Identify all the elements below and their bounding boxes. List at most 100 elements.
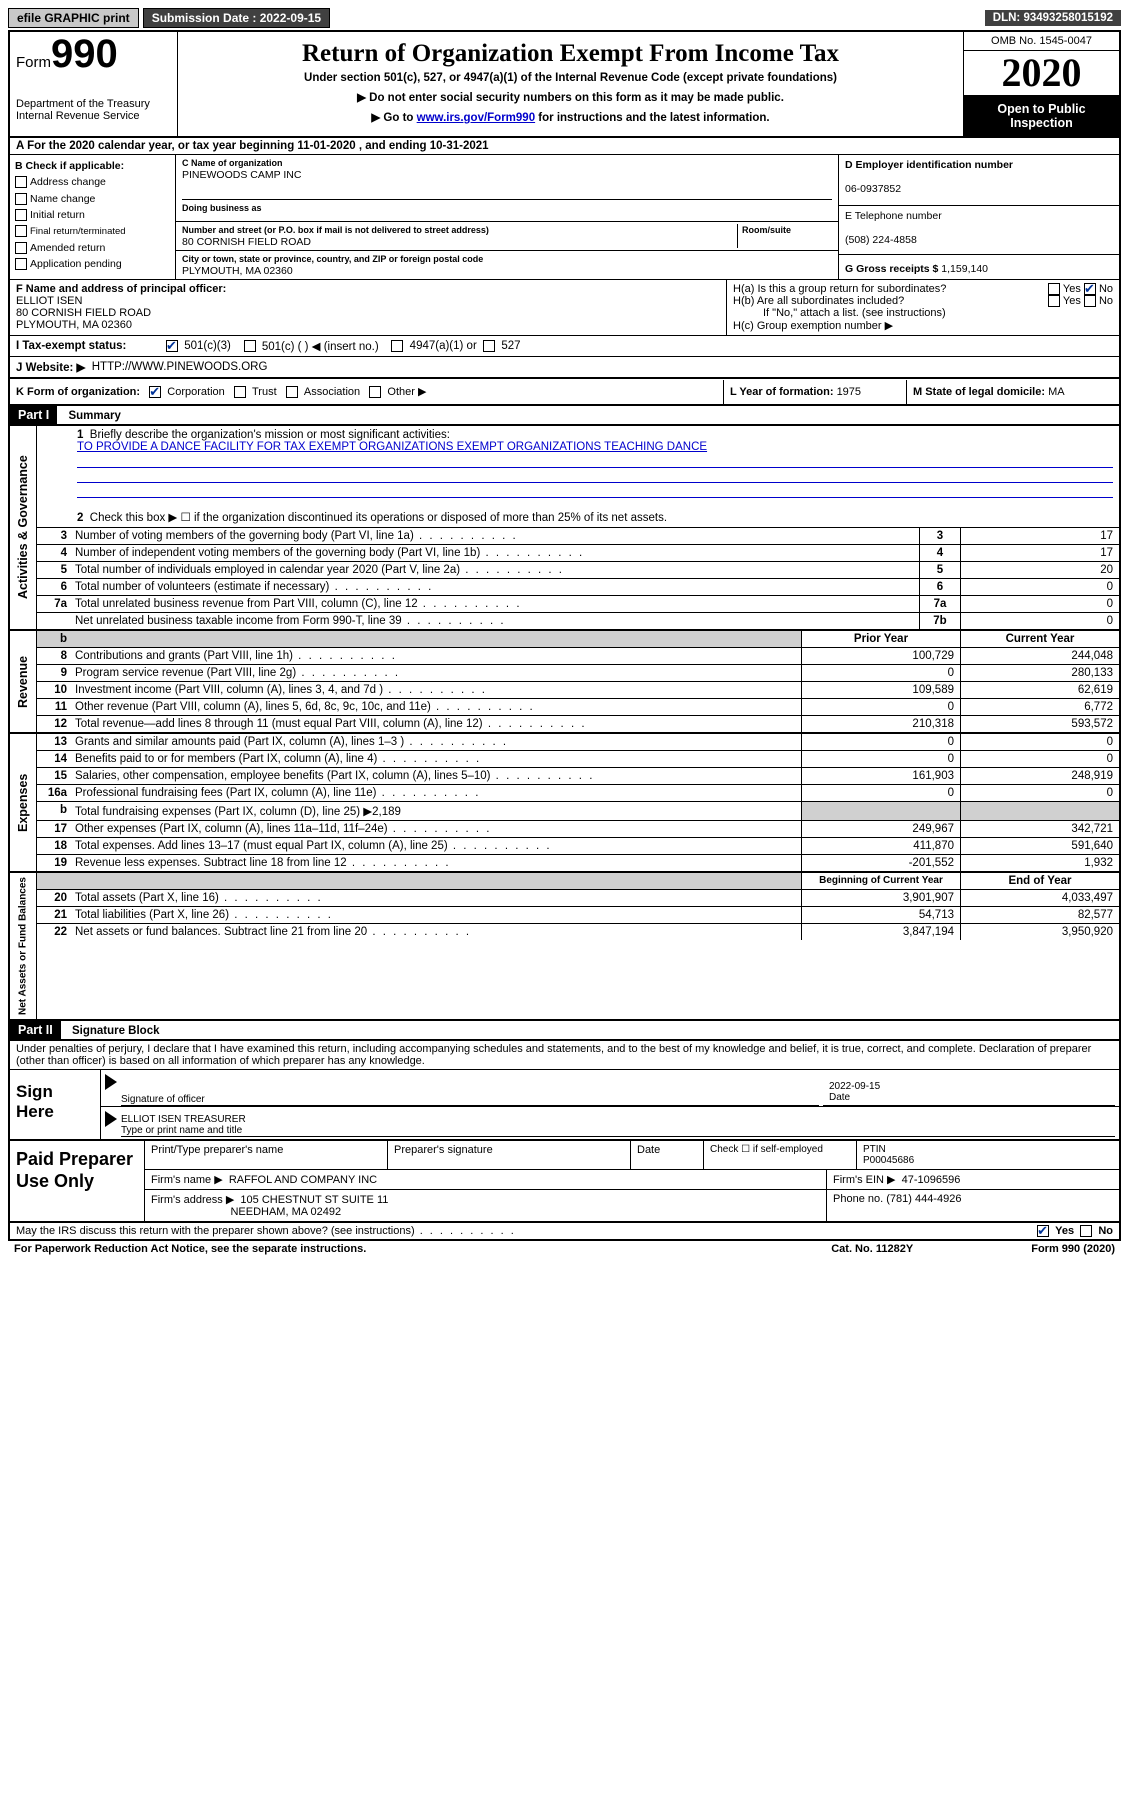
ptin-label: PTIN: [863, 1144, 886, 1155]
city-label: City or town, state or province, country…: [182, 254, 483, 264]
row-num: 10: [37, 682, 71, 698]
chk-527[interactable]: [483, 340, 495, 352]
table-row: 11 Other revenue (Part VIII, column (A),…: [37, 698, 1119, 715]
table-row: 8 Contributions and grants (Part VIII, l…: [37, 647, 1119, 664]
chk-hb-no[interactable]: [1084, 295, 1096, 307]
officer-addr1: 80 CORNISH FIELD ROAD: [16, 307, 151, 319]
row-desc: Total fundraising expenses (Part IX, col…: [71, 802, 801, 820]
row-num: 20: [37, 890, 71, 906]
chk-501c[interactable]: [244, 340, 256, 352]
opt-501c3: 501(c)(3): [184, 340, 231, 352]
i-label: I Tax-exempt status:: [16, 340, 166, 352]
efile-button[interactable]: efile GRAPHIC print: [8, 8, 139, 28]
row-num: 9: [37, 665, 71, 681]
firm-ein: 47-1096596: [902, 1174, 961, 1186]
website-url[interactable]: HTTP://WWW.PINEWOODS.ORG: [92, 361, 268, 373]
row-num: [37, 613, 71, 629]
opt-527: 527: [501, 340, 520, 352]
submission-date-button[interactable]: Submission Date : 2022-09-15: [143, 8, 330, 28]
table-row: 22 Net assets or fund balances. Subtract…: [37, 923, 1119, 940]
row-val: 20: [960, 562, 1119, 578]
chk-trust[interactable]: [234, 386, 246, 398]
chk-ha-yes[interactable]: [1048, 283, 1060, 295]
row-num: 5: [37, 562, 71, 578]
row-box: 7a: [919, 596, 960, 612]
table-row: 13 Grants and similar amounts paid (Part…: [37, 734, 1119, 750]
row-num: b: [37, 802, 71, 820]
section-fh: F Name and address of principal officer:…: [8, 280, 1121, 336]
sig-date: 2022-09-15: [829, 1081, 880, 1092]
chk-discuss-no[interactable]: [1080, 1225, 1092, 1237]
row-desc: Salaries, other compensation, employee b…: [71, 768, 801, 784]
row-desc: Total liabilities (Part X, line 26): [71, 907, 801, 923]
chk-application[interactable]: [15, 258, 27, 270]
row-prior: 249,967: [801, 821, 960, 837]
opt-trust: Trust: [252, 386, 277, 398]
table-row: 5 Total number of individuals employed i…: [37, 561, 1119, 578]
row-current: 342,721: [960, 821, 1119, 837]
chk-final-return[interactable]: [15, 225, 27, 237]
row-desc: Other revenue (Part VIII, column (A), li…: [71, 699, 801, 715]
discuss-yes: Yes: [1055, 1225, 1074, 1237]
expenses-table: Expenses 13 Grants and similar amounts p…: [8, 734, 1121, 873]
b-label: B Check if applicable:: [15, 160, 124, 172]
row-desc: Number of voting members of the governin…: [71, 528, 919, 544]
l-label: L Year of formation:: [730, 386, 837, 398]
table-row: 19 Revenue less expenses. Subtract line …: [37, 854, 1119, 871]
row-desc: Benefits paid to or for members (Part IX…: [71, 751, 801, 767]
netassets-header-row: Beginning of Current Year End of Year: [37, 873, 1119, 889]
table-row: 14 Benefits paid to or for members (Part…: [37, 750, 1119, 767]
table-row: 17 Other expenses (Part IX, column (A), …: [37, 820, 1119, 837]
check-self-employed: Check ☐ if self-employed: [704, 1141, 857, 1169]
arrow-icon: [105, 1074, 117, 1090]
chk-address-change[interactable]: [15, 176, 27, 188]
row-num: 17: [37, 821, 71, 837]
chk-corporation[interactable]: [149, 386, 161, 398]
row-prior: 0: [801, 734, 960, 750]
row-desc: Net unrelated business taxable income fr…: [71, 613, 919, 629]
row-desc: [71, 631, 801, 647]
table-row: 7a Total unrelated business revenue from…: [37, 595, 1119, 612]
j-label: J Website: ▶: [16, 360, 85, 374]
chk-501c3[interactable]: [166, 340, 178, 352]
table-row: 3 Number of voting members of the govern…: [37, 527, 1119, 544]
firm-name: RAFFOL AND COMPANY INC: [229, 1174, 377, 1186]
goto-suffix: for instructions and the latest informat…: [535, 112, 770, 124]
sig-date-label: Date: [829, 1092, 850, 1103]
row-box: 4: [919, 545, 960, 561]
head-prior: Prior Year: [801, 631, 960, 647]
prep-phone-label: Phone no.: [833, 1193, 886, 1205]
irs-link[interactable]: www.irs.gov/Form990: [417, 112, 535, 124]
netassets-table: Net Assets or Fund Balances Beginning of…: [8, 873, 1121, 1021]
subtitle-2: ▶ Do not enter social security numbers o…: [186, 90, 955, 104]
chk-other[interactable]: [369, 386, 381, 398]
head-current: Current Year: [960, 631, 1119, 647]
dln-label: DLN: 93493258015192: [985, 10, 1121, 26]
chk-amended[interactable]: [15, 242, 27, 254]
row-box: 3: [919, 528, 960, 544]
row-current: 591,640: [960, 838, 1119, 854]
col-f: F Name and address of principal officer:…: [10, 280, 726, 335]
chk-ha-no[interactable]: [1084, 283, 1096, 295]
prep-date-label: Date: [631, 1141, 704, 1169]
form-footer: Form 990 (2020): [1031, 1243, 1115, 1255]
org-name: PINEWOODS CAMP INC: [182, 169, 301, 181]
ein: 06-0937852: [845, 183, 901, 195]
chk-name-change[interactable]: [15, 193, 27, 205]
chk-hb-yes[interactable]: [1048, 295, 1060, 307]
sig-officer-label: Signature of officer: [121, 1094, 205, 1105]
table-row: 12 Total revenue—add lines 8 through 11 …: [37, 715, 1119, 732]
opt-amended: Amended return: [30, 242, 105, 254]
m-value: MA: [1048, 386, 1065, 398]
row-num: 8: [37, 648, 71, 664]
chk-association[interactable]: [286, 386, 298, 398]
revenue-table: Revenue b Prior Year Current Year 8 Cont…: [8, 631, 1121, 734]
table-row: 15 Salaries, other compensation, employe…: [37, 767, 1119, 784]
chk-discuss-yes[interactable]: [1037, 1225, 1049, 1237]
irs-label: Internal Revenue Service: [16, 110, 171, 122]
chk-initial-return[interactable]: [15, 209, 27, 221]
table-row: 4 Number of independent voting members o…: [37, 544, 1119, 561]
k-label: K Form of organization:: [16, 386, 140, 398]
chk-4947[interactable]: [391, 340, 403, 352]
row-a-tax-year: A For the 2020 calendar year, or tax yea…: [8, 138, 1121, 155]
